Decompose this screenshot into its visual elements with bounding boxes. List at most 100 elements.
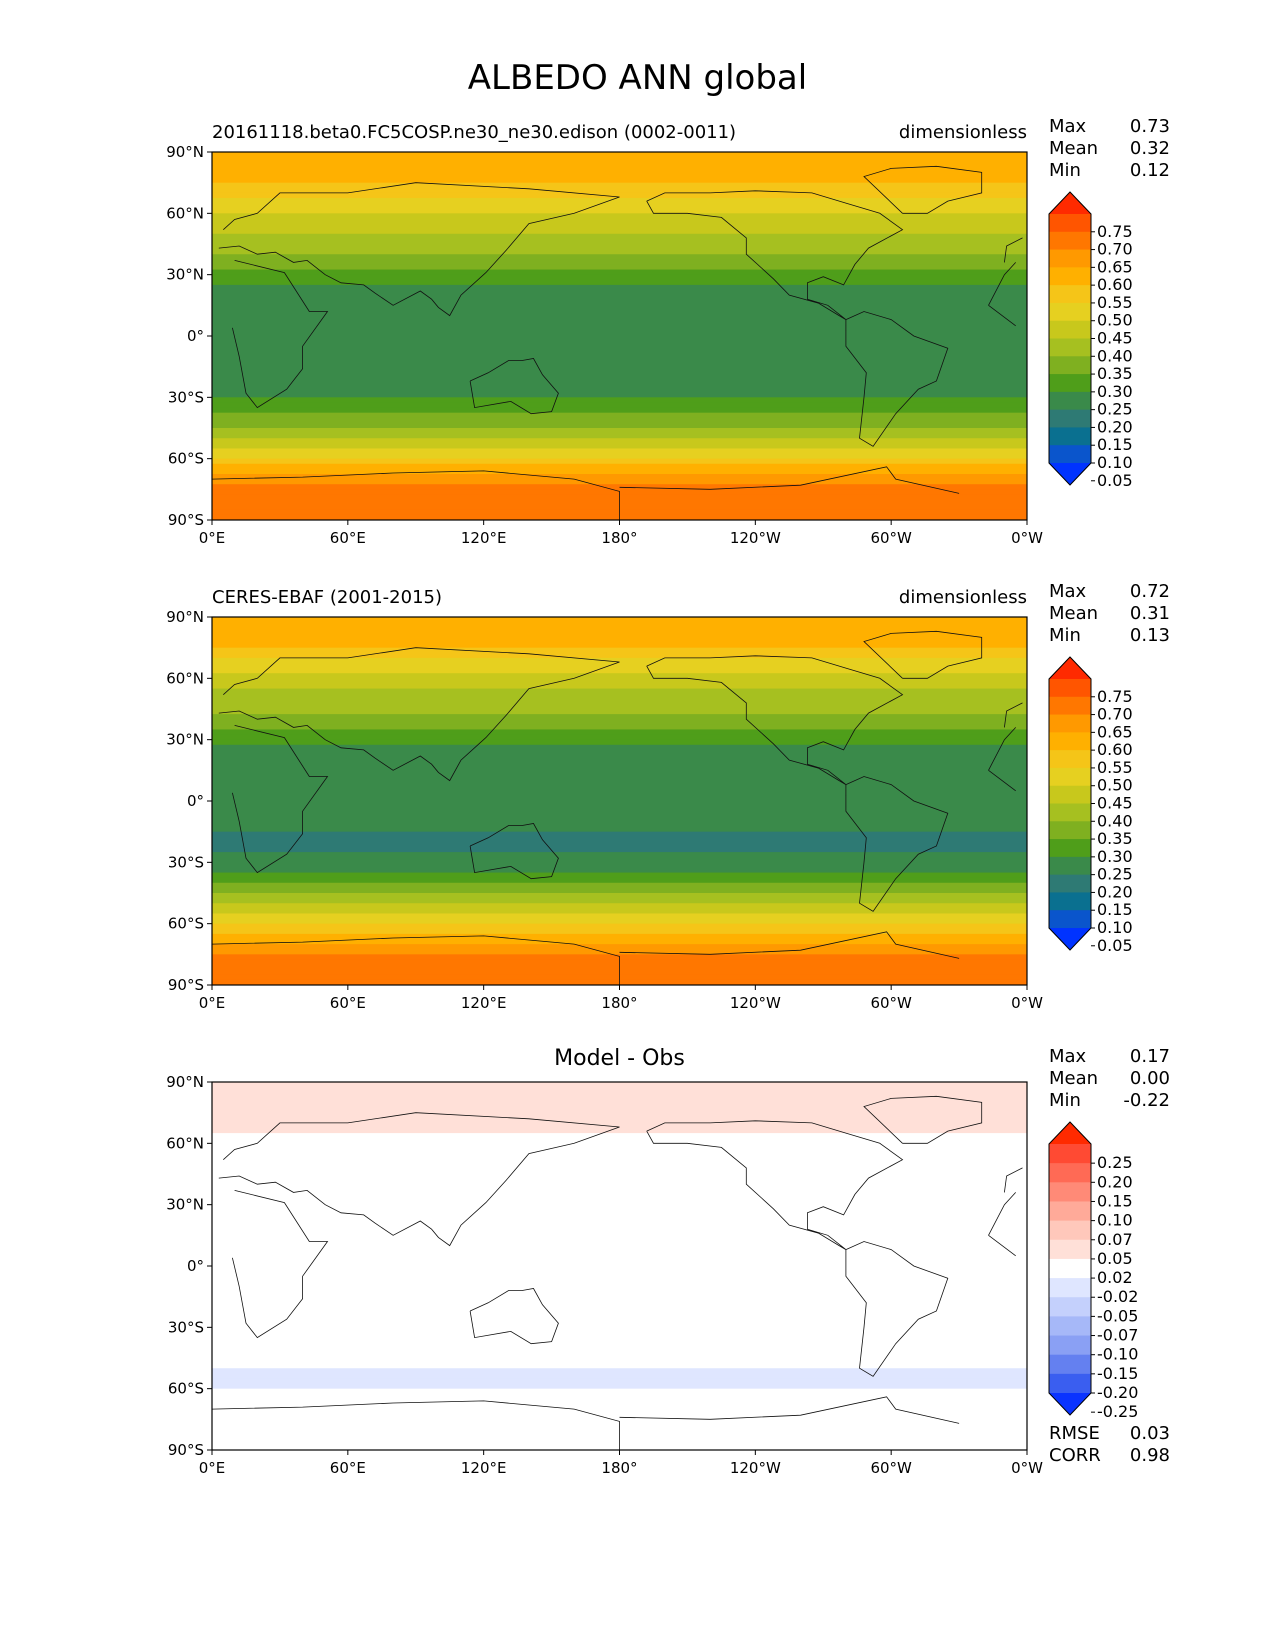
colorbar-segment [1049,338,1091,357]
zonal-band [212,775,1027,782]
zonal-band [212,857,1027,863]
x-tick-label: 60°E [330,1459,366,1477]
zonal-band [212,1199,1027,1206]
zonal-band [212,1204,1027,1211]
zonal-band [212,361,1027,368]
colorbar-segment [1049,1239,1091,1260]
panel3-stat-rmse-value: 0.03 [1129,1423,1170,1444]
zonal-band [212,412,1027,419]
zonal-band [212,801,1027,807]
zonal-band [212,315,1027,322]
colorbar-segment [1049,856,1091,876]
zonal-band [212,887,1027,894]
colorbar-segment [1049,714,1091,733]
x-tick-label: 60°W [870,529,912,547]
zonal-band [212,330,1027,337]
panel1-stat-max-value: 0.73 [1129,116,1170,137]
map-field-3 [212,1082,1027,1450]
zonal-band [212,259,1027,266]
zonal-band [212,152,1027,158]
zonal-band [212,1414,1027,1420]
zonal-band [212,765,1027,771]
zonal-band [212,898,1027,904]
zonal-band [212,811,1027,817]
zonal-band [212,341,1027,347]
zonal-band [212,862,1027,869]
colorbar-segment [1049,1258,1091,1279]
zonal-band [212,1312,1027,1318]
y-tick-label: 60°N [166,204,204,222]
zonal-band [212,1214,1027,1221]
coastline [845,776,949,912]
zonal-band [212,1174,1027,1180]
x-tick-label: 120°E [461,529,507,547]
zonal-band [212,157,1027,163]
x-tick-label: 60°W [870,994,912,1012]
y-tick-label: 30°S [168,388,204,406]
colorbar-tick-label: 0.25 [1097,865,1133,884]
zonal-band [212,366,1027,373]
colorbar-segment [1049,320,1091,339]
panel1-left-label: 20161118.beta0.FC5COSP.ne30_ne30.edison … [212,122,737,143]
zonal-band [212,678,1027,685]
zonal-band [212,499,1027,506]
zonal-band [212,182,1027,189]
zonal-band [212,474,1027,480]
colorbar-tick-label: -0.05 [1097,1306,1138,1325]
map-panel-2: 0°E 60°E 120°E 180° 120°W 60°W 0°W 90°N 60°N 30°N… [166,608,1043,1012]
colorbar-tick-label: 0.05 [1097,1249,1133,1268]
zonal-band [212,785,1027,792]
zonal-band [212,1128,1027,1134]
zonal-band [212,1296,1027,1303]
zonal-band [212,463,1027,470]
zonal-band [212,254,1027,260]
colorbar-tick-label: -0.02 [1097,1287,1138,1306]
colorbar-segment [1049,1354,1091,1375]
zonal-band [212,356,1027,363]
zonal-band [212,944,1027,950]
colorbar-2: 0.750.700.650.600.550.500.450.400.350.30… [1048,656,1133,955]
y-tick-label: 0° [187,1257,204,1275]
zonal-band [212,300,1027,306]
colorbar-segment [1049,1201,1091,1222]
y-tick-label: 90°N [166,1073,204,1091]
x-tick-label: 0°E [199,994,226,1012]
panel2-stat-mean-value: 0.31 [1129,603,1170,624]
zonal-band [212,1286,1027,1293]
zonal-band [212,831,1027,838]
x-tick-label: 60°E [330,994,366,1012]
x-tick-label: 120°W [730,1459,781,1477]
coastline [218,1112,1023,1247]
coastline [218,182,1023,317]
map-background [212,1082,1027,1450]
panel3-stat-mean-value: 0.00 [1129,1068,1170,1089]
colorbar-tick-label: 0.35 [1097,364,1133,383]
zonal-band [212,622,1027,628]
colorbar-tick-label: 0.55 [1097,293,1133,312]
coastline [469,823,559,880]
zonal-band [212,652,1027,659]
colorbar-segment [1049,1316,1091,1337]
colorbar-segment [1049,767,1091,787]
y-tick-label: 30°S [168,853,204,871]
colorbar-segment [1049,1163,1091,1183]
zonal-band [212,744,1027,751]
colorbar-tick-label: 0.70 [1097,240,1133,259]
zonal-band [212,1434,1027,1441]
colorbar-tick-label: 0.25 [1097,400,1133,419]
zonal-band [212,1317,1027,1323]
zonal-band [212,974,1027,981]
zonal-band [212,913,1027,920]
map-field-2 [212,617,1027,985]
zonal-band [212,729,1027,736]
colorbar-tick-label: 0.75 [1097,222,1133,241]
zonal-band [212,1368,1027,1374]
colorbar-segment [1049,785,1091,804]
colorbar-tick-label: 0.65 [1097,257,1133,276]
colorbar-tick-label: 0.20 [1097,882,1133,901]
zonal-band [212,448,1027,455]
zonal-band [212,1276,1027,1282]
zonal-band [212,453,1027,460]
panel1-stat-min-label: Min [1049,160,1081,181]
zonal-band [212,1332,1027,1339]
